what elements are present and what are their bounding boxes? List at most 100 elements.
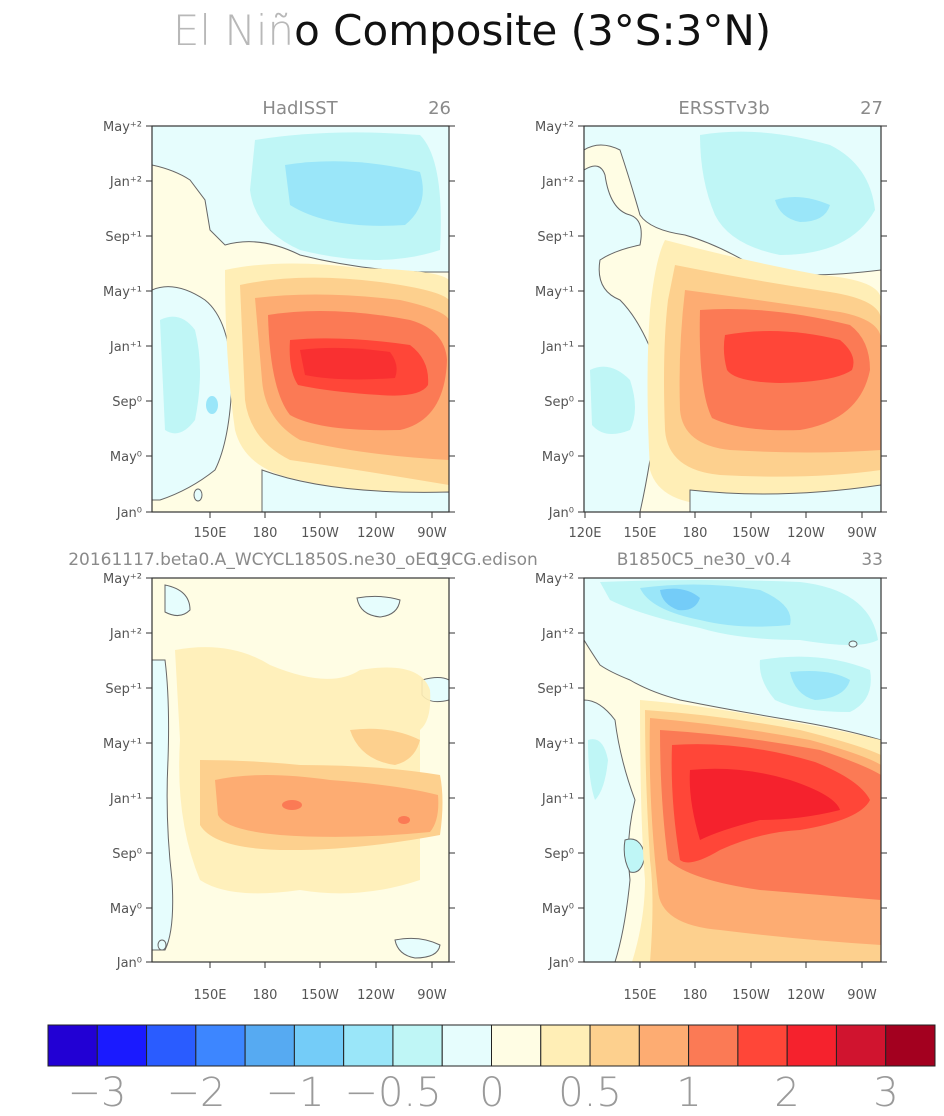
- ersst-xtick-0: 120E: [568, 526, 601, 541]
- hadisst-ytick-2: Sep⁰: [112, 395, 142, 410]
- b1850-xtick-4: 90W: [847, 988, 877, 1003]
- ersst-xtick-2: 180: [683, 526, 708, 541]
- hadisst-xtick-1: 180: [253, 526, 278, 541]
- b1850-xaxis: 150E 180 150W 120W 90W: [623, 962, 877, 1003]
- colorbar-box-5: [293, 1024, 345, 1067]
- ersst-ytick-5: Sep⁺¹: [537, 230, 574, 245]
- beta0-ytick-6: Jan⁺²: [109, 627, 142, 642]
- panel-hadisst: Jan⁰ May⁰ Sep⁰ Jan⁺¹ May⁺¹ Sep⁺¹ Jan⁺² M…: [103, 98, 455, 541]
- beta0-ytick-0: Jan⁰: [116, 956, 142, 971]
- colorbar-label-6: 1: [676, 1070, 701, 1116]
- hadisst-xtick-4: 90W: [417, 526, 447, 541]
- hadisst-xaxis: 150E 180 150W 120W 90W: [193, 512, 447, 541]
- ersst-title: ERSSTv3b: [678, 98, 769, 119]
- ersst-contours: [584, 126, 881, 512]
- beta0-xtick-1: 180: [253, 988, 278, 1003]
- panel-beta0: Jan⁰ May⁰ Sep⁰ Jan⁺¹ May⁺¹ Sep⁺¹ Jan⁺² M…: [68, 550, 538, 1003]
- beta0-right-label: 19: [429, 550, 451, 570]
- beta0-xtick-2: 150W: [301, 988, 339, 1003]
- b1850-ytick-2: Sep⁰: [544, 847, 574, 862]
- ersst-xaxis: 120E 150E 180 150W 120W 90W: [568, 512, 877, 541]
- colorbar-box-12: [638, 1024, 690, 1067]
- colorbar-label-4: 0: [479, 1070, 504, 1116]
- colorbar-box-6: [343, 1024, 394, 1067]
- b1850-xtick-1: 180: [683, 988, 708, 1003]
- title-dark-part: o Composite (3°S:3°N): [294, 6, 772, 55]
- colorbar-box-7: [392, 1024, 443, 1067]
- beta0-ytick-5: Sep⁺¹: [105, 682, 142, 697]
- hadisst-ytick-3: Jan⁺¹: [109, 340, 142, 355]
- b1850-xtick-2: 150W: [732, 988, 770, 1003]
- b1850-ytick-6: Jan⁺²: [541, 627, 574, 642]
- title-light-part: El Niñ: [172, 6, 295, 55]
- beta0-title: 20161117.beta0.A_WCYCL1850S.ne30_oEC_ICG…: [68, 550, 538, 570]
- ersst-xtick-5: 90W: [847, 526, 877, 541]
- hadisst-xtick-3: 120W: [357, 526, 395, 541]
- beta0-xtick-3: 120W: [357, 988, 395, 1003]
- b1850-right-label: 33: [861, 550, 883, 570]
- colorbar-label-2: −1: [266, 1070, 325, 1116]
- beta0-xtick-0: 150E: [193, 988, 226, 1003]
- colorbar-box-15: [786, 1024, 837, 1067]
- hadisst-ytick-4: May⁺¹: [103, 285, 142, 300]
- colorbar-label-1: −2: [167, 1070, 226, 1116]
- hadisst-xtick-0: 150E: [193, 526, 226, 541]
- main-title: El Niño Composite (3°S:3°N): [0, 6, 944, 56]
- colorbar-box-14: [737, 1024, 788, 1067]
- ersst-xtick-3: 150W: [732, 526, 770, 541]
- beta0-ytick-3: Jan⁺¹: [109, 792, 142, 807]
- b1850-ytick-3: Jan⁺¹: [541, 792, 574, 807]
- hadisst-right-label: 26: [428, 98, 451, 119]
- ersst-ytick-7: May⁺²: [535, 120, 574, 135]
- hadisst-ytick-0: Jan⁰: [116, 506, 142, 521]
- hadisst-ytick-6: Jan⁺²: [109, 175, 142, 190]
- beta0-contours: [152, 578, 449, 962]
- colorbar-box-1: [96, 1024, 148, 1067]
- ersst-ytick-1: May⁰: [542, 450, 574, 465]
- colorbar-box-8: [441, 1024, 492, 1067]
- hadisst-ytick-1: May⁰: [110, 450, 142, 465]
- colorbar-box-3: [195, 1024, 246, 1067]
- beta0-xaxis: 150E 180 150W 120W 90W: [193, 962, 447, 1003]
- ersst-xtick-1: 150E: [623, 526, 656, 541]
- ersst-xtick-4: 120W: [787, 526, 825, 541]
- ersst-ytick-0: Jan⁰: [548, 506, 574, 521]
- colorbar-label-5: 0.5: [558, 1070, 622, 1116]
- ersst-yaxis: Jan⁰ May⁰ Sep⁰ Jan⁺¹ May⁺¹ Sep⁺¹ Jan⁺² M…: [535, 120, 887, 521]
- colorbar: −3 −2 −1 −0.5 0 0.5 1 2 3: [47, 1024, 936, 1116]
- b1850-xtick-0: 150E: [623, 988, 656, 1003]
- b1850-ytick-1: May⁰: [542, 902, 574, 917]
- hadisst-contours: [152, 126, 449, 512]
- colorbar-box-0: [47, 1024, 98, 1067]
- beta0-ytick-2: Sep⁰: [112, 847, 142, 862]
- b1850-ytick-4: May⁺¹: [535, 737, 574, 752]
- colorbar-box-11: [589, 1024, 640, 1067]
- panel-ersstv3b: Jan⁰ May⁰ Sep⁰ Jan⁺¹ May⁺¹ Sep⁺¹ Jan⁺² M…: [535, 98, 887, 541]
- colorbar-box-2: [146, 1024, 197, 1067]
- beta0-ytick-4: May⁺¹: [103, 737, 142, 752]
- beta0-yaxis: Jan⁰ May⁰ Sep⁰ Jan⁺¹ May⁺¹ Sep⁺¹ Jan⁺² M…: [103, 572, 455, 971]
- b1850-ytick-0: Jan⁰: [548, 956, 574, 971]
- b1850-title: B1850C5_ne30_v0.4: [617, 550, 792, 570]
- beta0-ytick-1: May⁰: [110, 902, 142, 917]
- ersst-right-label: 27: [860, 98, 883, 119]
- colorbar-box-13: [688, 1024, 739, 1067]
- panel-b1850c5: Jan⁰ May⁰ Sep⁰ Jan⁺¹ May⁺¹ Sep⁺¹ Jan⁺² M…: [535, 550, 887, 1003]
- ersst-ytick-2: Sep⁰: [544, 395, 574, 410]
- colorbar-box-4: [244, 1024, 295, 1067]
- b1850-xtick-3: 120W: [787, 988, 825, 1003]
- ersst-ytick-4: May⁺¹: [535, 285, 574, 300]
- b1850-yaxis: Jan⁰ May⁰ Sep⁰ Jan⁺¹ May⁺¹ Sep⁺¹ Jan⁺² M…: [535, 572, 887, 971]
- colorbar-label-8: 3: [873, 1070, 898, 1116]
- colorbar-label-0: −3: [68, 1070, 127, 1116]
- colorbar-label-3: −0.5: [344, 1070, 441, 1116]
- hadisst-ytick-5: Sep⁺¹: [105, 230, 142, 245]
- b1850-ytick-5: Sep⁺¹: [537, 682, 574, 697]
- colorbar-boxes: [47, 1024, 936, 1067]
- colorbar-box-9: [491, 1024, 542, 1067]
- beta0-xtick-4: 90W: [417, 988, 447, 1003]
- colorbar-label-7: 2: [774, 1070, 799, 1116]
- colorbar-box-16: [835, 1024, 887, 1067]
- hadisst-ytick-7: May⁺²: [103, 120, 142, 135]
